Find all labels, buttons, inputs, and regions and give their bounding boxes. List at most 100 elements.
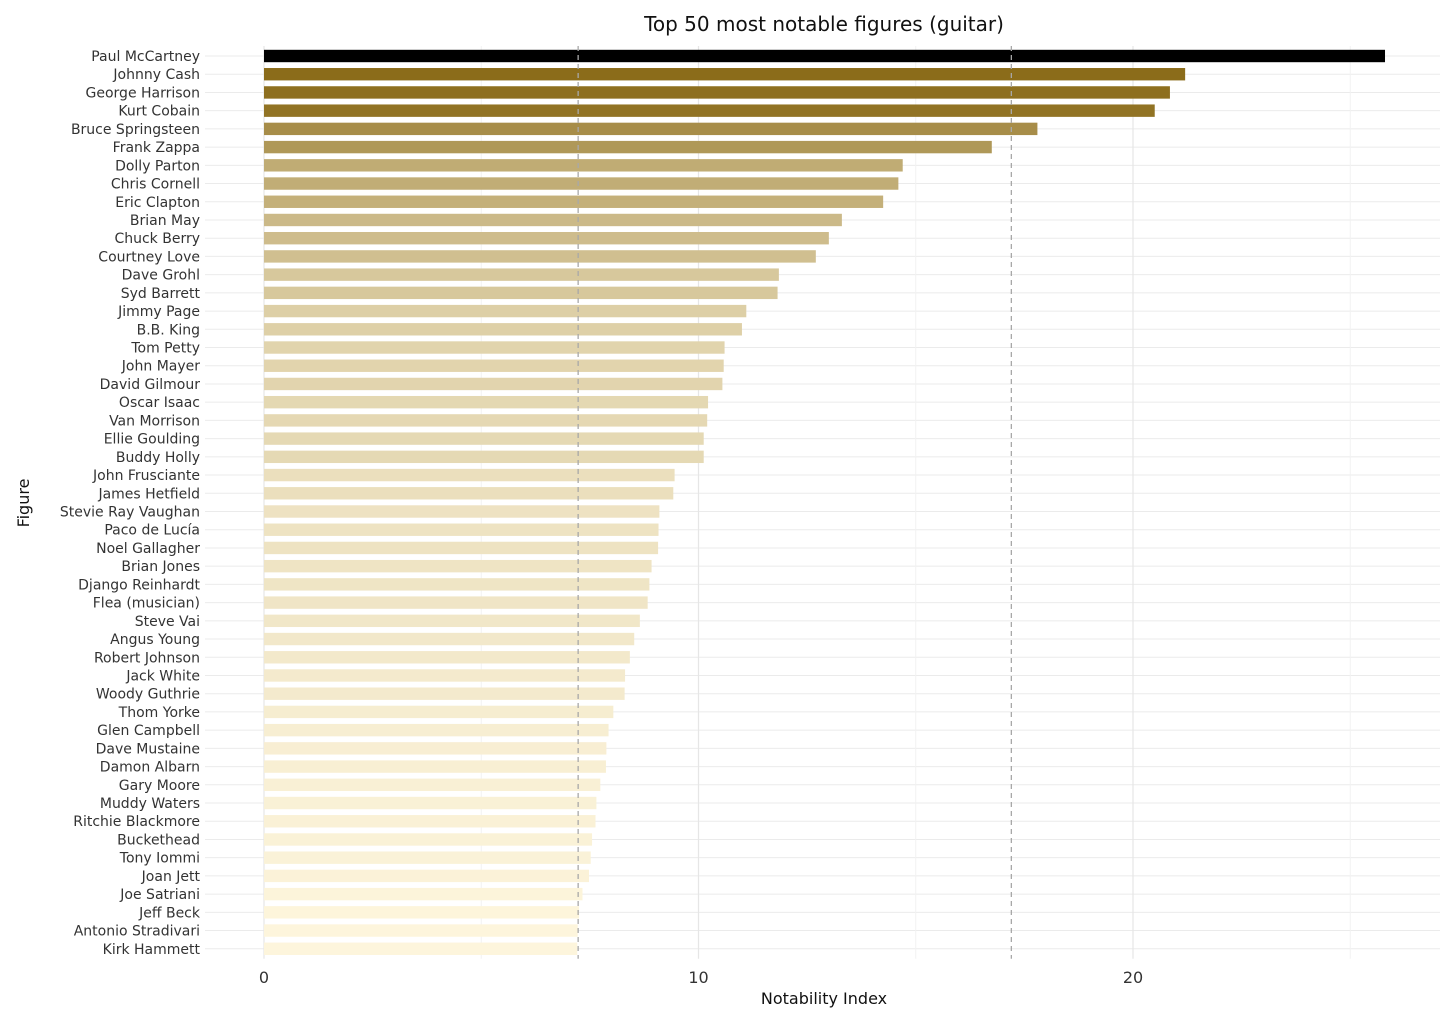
- bar-23: [264, 468, 675, 482]
- category-label: Bruce Springsteen: [71, 122, 200, 138]
- category-label: Joan Jett: [141, 869, 201, 885]
- bar-24: [264, 487, 674, 500]
- category-label: Eric Clapton: [115, 195, 200, 211]
- category-label: Jack White: [125, 668, 200, 684]
- bar-40: [264, 778, 601, 791]
- bar-38: [264, 742, 607, 755]
- category-label: John Frusciante: [92, 468, 200, 484]
- bar-21: [264, 432, 704, 445]
- bar-39: [264, 760, 606, 773]
- category-label: Django Reinhardt: [78, 577, 200, 593]
- bar-28: [264, 559, 652, 573]
- bar-49: [264, 942, 578, 955]
- category-label: Chris Cornell: [111, 177, 200, 193]
- category-labels: Paul McCartney Johnny Cash George Harrison…: [60, 49, 201, 958]
- category-label: Antonio Stradivari: [74, 924, 200, 940]
- bar-41: [264, 796, 597, 810]
- category-label: Tom Petty: [130, 341, 200, 357]
- category-label: Paco de Lucía: [104, 523, 200, 539]
- bar-25: [264, 505, 660, 518]
- category-label: Dave Grohl: [122, 268, 200, 284]
- bar-8: [264, 195, 884, 208]
- x-tick-label: 0: [259, 968, 269, 987]
- bars: [264, 49, 1386, 955]
- category-label: Damon Albarn: [100, 760, 200, 776]
- bar-22: [264, 450, 704, 464]
- y-axis-title: Figure: [14, 479, 33, 528]
- bar-48: [264, 924, 578, 937]
- category-label: Courtney Love: [98, 249, 200, 265]
- category-label: Noel Gallagher: [96, 541, 200, 557]
- category-label: Jeff Beck: [138, 905, 201, 921]
- bar-1: [264, 68, 1186, 81]
- bar-47: [264, 906, 580, 919]
- bar-5: [264, 140, 992, 154]
- bar-6: [264, 159, 903, 172]
- bar-16: [264, 341, 725, 354]
- category-label: Dave Mustaine: [96, 741, 200, 757]
- reference-lines: [577, 46, 1012, 959]
- bar-13: [264, 286, 778, 300]
- category-label: George Harrison: [86, 85, 200, 101]
- category-label: Tony Iommi: [119, 851, 200, 867]
- bar-19: [264, 395, 709, 409]
- x-axis-title: Notability Index: [761, 989, 887, 1008]
- category-label: Joe Satriani: [119, 887, 200, 903]
- bar-7: [264, 177, 899, 190]
- category-label: Muddy Waters: [100, 796, 200, 812]
- bar-36: [264, 705, 614, 719]
- bar-12: [264, 268, 779, 281]
- category-label: John Mayer: [121, 359, 200, 375]
- category-label: Brian Jones: [121, 559, 200, 575]
- category-label: Thom Yorke: [118, 705, 200, 721]
- bar-35: [264, 687, 625, 700]
- x-tick-label: 20: [1123, 968, 1143, 987]
- category-label: Woody Guthrie: [96, 687, 200, 703]
- bar-32: [264, 632, 635, 646]
- category-label: James Hetfield: [97, 486, 200, 502]
- bar-2: [264, 86, 1170, 99]
- category-label: Gary Moore: [119, 778, 200, 794]
- category-label: Kirk Hammett: [103, 942, 201, 958]
- bar-14: [264, 304, 747, 318]
- bar-46: [264, 887, 583, 901]
- bar-17: [264, 359, 724, 372]
- category-label: Jimmy Page: [117, 304, 200, 320]
- category-label: Kurt Cobain: [118, 104, 200, 120]
- bar-11: [264, 250, 816, 263]
- category-label: Buddy Holly: [116, 450, 200, 466]
- category-label: Johnny Cash: [112, 67, 200, 83]
- category-label: Dolly Parton: [115, 158, 200, 174]
- bar-45: [264, 869, 590, 883]
- bar-18: [264, 377, 723, 391]
- bar-44: [264, 851, 591, 864]
- x-tick-label: 10: [688, 968, 708, 987]
- bar-9: [264, 213, 842, 227]
- category-label: Brian May: [130, 213, 200, 229]
- bar-26: [264, 523, 659, 536]
- category-label: Ellie Goulding: [104, 432, 200, 448]
- bar-42: [264, 815, 596, 828]
- bar-15: [264, 323, 742, 336]
- bar-29: [264, 578, 650, 591]
- bar-3: [264, 104, 1155, 117]
- x-tick-labels: 0 10 20: [259, 968, 1143, 987]
- category-label: David Gilmour: [100, 377, 201, 393]
- bar-33: [264, 651, 630, 664]
- category-label: Van Morrison: [109, 413, 200, 429]
- category-label: Steve Vai: [135, 614, 200, 630]
- category-label: Stevie Ray Vaughan: [60, 505, 200, 521]
- category-label: Angus Young: [110, 632, 200, 648]
- category-label: Syd Barrett: [121, 286, 201, 302]
- category-label: Paul McCartney: [91, 49, 200, 65]
- category-label: Buckethead: [117, 832, 200, 848]
- bar-27: [264, 541, 659, 555]
- bar-34: [264, 669, 626, 682]
- bar-30: [264, 596, 648, 609]
- bar-31: [264, 614, 640, 628]
- bar-4: [264, 122, 1038, 136]
- category-label: Oscar Isaac: [119, 395, 200, 411]
- bar-0: [264, 49, 1386, 63]
- category-label: Flea (musician): [93, 596, 200, 612]
